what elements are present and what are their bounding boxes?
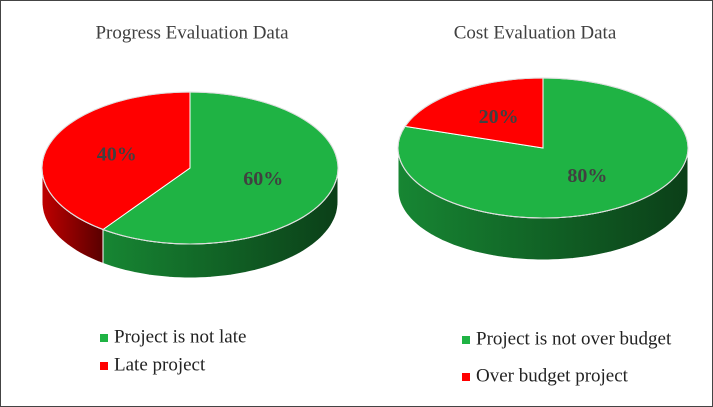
legend-label: Project is not late xyxy=(114,326,246,347)
legend-swatch xyxy=(462,336,470,344)
data-label: 80% xyxy=(567,165,607,187)
legend-swatch xyxy=(100,362,108,370)
data-label: 20% xyxy=(479,106,519,128)
chart-title: Progress Evaluation Data xyxy=(95,22,289,43)
data-label: 60% xyxy=(243,168,283,190)
legend-swatch xyxy=(100,334,108,342)
legend-label: Over budget project xyxy=(476,365,629,386)
data-label: 40% xyxy=(97,143,137,165)
legend-label: Project is not over budget xyxy=(476,328,672,349)
pie-rim xyxy=(41,91,339,245)
legend-swatch xyxy=(462,373,470,381)
chart-title: Cost Evaluation Data xyxy=(454,22,617,43)
pie-rim xyxy=(397,77,689,219)
legend-label: Late project xyxy=(114,354,206,375)
